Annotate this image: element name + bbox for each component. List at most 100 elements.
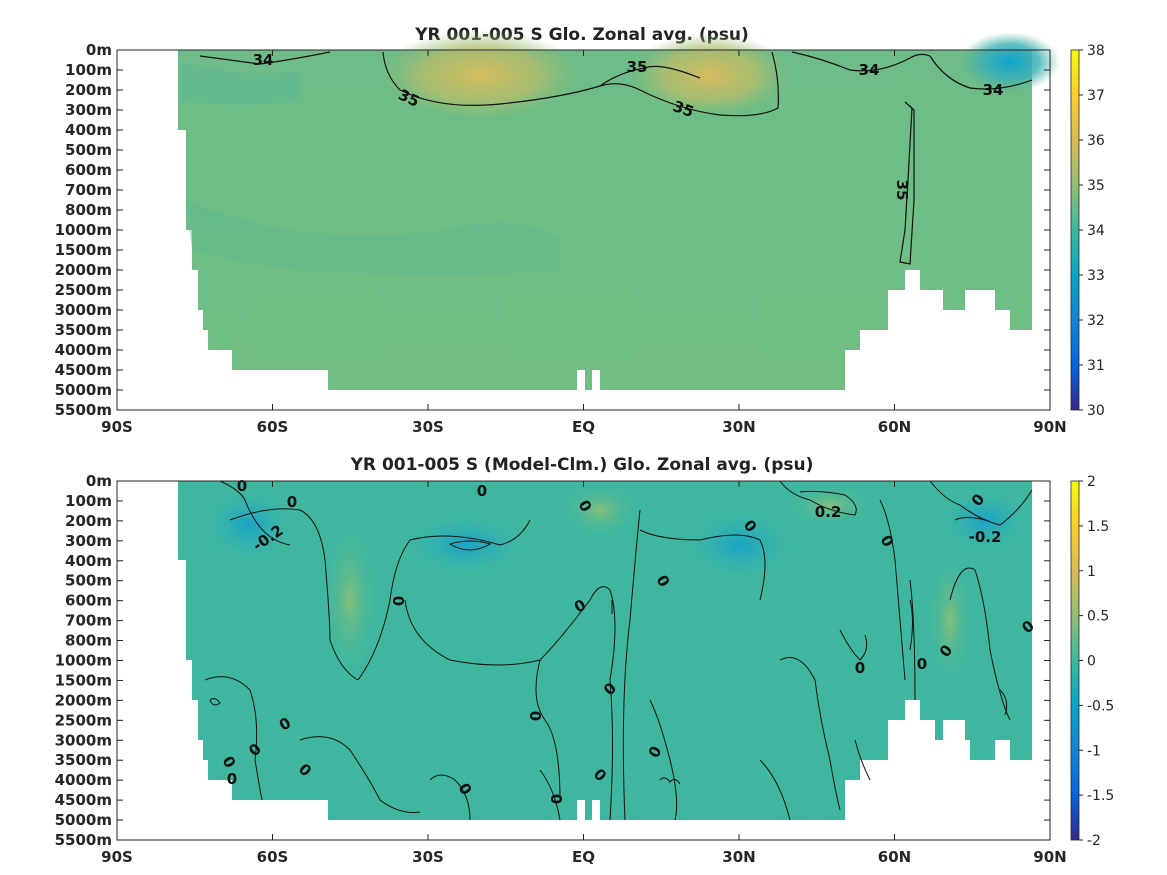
y-tick-label: 600m <box>65 161 112 179</box>
bottom-contours <box>204 480 1033 821</box>
y-tick-label: 4000m <box>55 341 112 359</box>
y-tick-label: 100m <box>65 61 112 79</box>
top-contours <box>199 51 1033 265</box>
x-tick-label: EQ <box>572 848 595 866</box>
y-tick-label: 1000m <box>55 652 112 670</box>
y-tick-label: 5500m <box>55 401 112 419</box>
y-tick-label: 3000m <box>55 301 112 319</box>
colorbar-tick-label: 38 <box>1087 43 1105 59</box>
x-tick-label: 30N <box>722 418 755 436</box>
colorbar-tick-label: -1 <box>1087 743 1101 759</box>
y-tick-label: 200m <box>65 512 112 530</box>
colorbar-tick-label: -0.5 <box>1087 698 1114 714</box>
top-salinity-field <box>178 30 1060 390</box>
contour-label: 0 <box>389 596 407 606</box>
y-tick-label: 3000m <box>55 731 112 749</box>
contour-label: 0 <box>237 477 247 495</box>
y-tick-label: 0m <box>86 41 112 59</box>
y-tick-label: 700m <box>65 612 112 630</box>
colorbar-tick-label: -2 <box>1087 833 1101 849</box>
contour-label: 0 <box>547 794 565 804</box>
y-tick-label: 400m <box>65 552 112 570</box>
colorbar-tick-label: 36 <box>1087 133 1105 149</box>
y-tick-label: 2000m <box>55 261 112 279</box>
contour-label: -0.2 <box>969 528 1002 546</box>
bottom-y-axis: 0m 100m 200m 300m 400m 500m 600m 700m 800m 1000m1… <box>55 472 1050 849</box>
y-tick-label: 600m <box>65 592 112 610</box>
bottom-colorbar <box>1070 480 1080 841</box>
x-tick-label: 30S <box>412 418 444 436</box>
colorbar-tick-label: 0 <box>1087 654 1096 670</box>
contour-label: 0.2 <box>815 503 842 521</box>
y-tick-label: 4500m <box>55 791 112 809</box>
x-tick-label: 30N <box>722 848 755 866</box>
y-tick-label: 2500m <box>55 711 112 729</box>
x-tick-label: 60S <box>257 418 289 436</box>
y-tick-label: 3500m <box>55 321 112 339</box>
bottom-colorbar-ticks: -2 -1.5 -1 -0.5 0 0.5 1 1.5 2 <box>1079 474 1114 849</box>
y-tick-label: 800m <box>65 201 112 219</box>
contour-label: 0 <box>917 655 927 673</box>
bottom-chart-title: YR 001-005 S (Model-Clm.) Glo. Zonal avg… <box>350 455 814 475</box>
x-tick-label: 90N <box>1033 418 1066 436</box>
top-panel: YR 001-005 S Glo. Zonal avg. (psu) 34 <box>55 25 1105 436</box>
contour-label: 35 <box>627 58 648 76</box>
colorbar-tick-label: -1.5 <box>1087 788 1114 804</box>
y-tick-label: 1500m <box>55 671 112 689</box>
y-tick-label: 700m <box>65 181 112 199</box>
y-tick-label: 100m <box>65 492 112 510</box>
x-tick-label: 60N <box>878 848 911 866</box>
contour-label: 0 <box>287 493 297 511</box>
bottom-anomaly-field <box>178 481 1032 820</box>
y-tick-label: 0m <box>86 472 112 490</box>
contour-label: 34 <box>983 81 1004 99</box>
colorbar-tick-label: 1.5 <box>1087 519 1109 535</box>
colorbar-tick-label: 35 <box>1087 178 1105 194</box>
contour-label: 0 <box>855 659 865 677</box>
colorbar-tick-label: 37 <box>1087 88 1105 104</box>
x-tick-label: 90N <box>1033 848 1066 866</box>
y-tick-label: 300m <box>65 532 112 550</box>
x-tick-label: 30S <box>412 848 444 866</box>
bottom-x-axis: 90S 60S 30S EQ 30N 60N 90N <box>101 481 1067 866</box>
y-tick-label: 4000m <box>55 771 112 789</box>
x-tick-label: 60S <box>257 848 289 866</box>
y-tick-label: 200m <box>65 81 112 99</box>
colorbar-tick-label: 33 <box>1087 268 1105 284</box>
colorbar-tick-label: 30 <box>1087 403 1105 419</box>
y-tick-label: 3500m <box>55 751 112 769</box>
colorbar-tick-label: 31 <box>1087 358 1105 374</box>
y-tick-label: 300m <box>65 101 112 119</box>
x-tick-label: EQ <box>572 418 595 436</box>
bottom-panel: YR 001-005 S (Model-Clm.) Glo. Zonal avg… <box>55 455 1115 866</box>
x-tick-label: 60N <box>878 418 911 436</box>
contour-label: 34 <box>859 61 880 79</box>
x-tick-label: 90S <box>101 848 133 866</box>
y-tick-label: 5000m <box>55 381 112 399</box>
y-tick-label: 5500m <box>55 831 112 849</box>
colorbar-tick-label: 1 <box>1087 564 1096 580</box>
y-tick-label: 4500m <box>55 361 112 379</box>
contour-label: 0 <box>477 482 487 500</box>
y-tick-label: 2000m <box>55 691 112 709</box>
top-x-axis: 90S 60S 30S EQ 30N 60N 90N <box>101 50 1067 436</box>
top-y-axis: 0m 100m 200m 300m 400m 500m 600m 700m 800m 1000m 1… <box>55 41 1050 419</box>
top-colorbar <box>1070 49 1080 411</box>
y-tick-label: 1000m <box>55 221 112 239</box>
contour-label: 0 <box>526 711 544 721</box>
x-tick-label: 90S <box>101 418 133 436</box>
colorbar-tick-label: 2 <box>1087 474 1096 490</box>
contour-label: 35 <box>893 180 911 201</box>
contour-label: 0 <box>227 770 237 788</box>
contour-label: 34 <box>253 51 274 69</box>
colorbar-tick-label: 0.5 <box>1087 609 1109 625</box>
y-tick-label: 2500m <box>55 281 112 299</box>
y-tick-label: 500m <box>65 572 112 590</box>
colorbar-tick-label: 32 <box>1087 313 1105 329</box>
colorbar-tick-label: 34 <box>1087 223 1105 239</box>
y-tick-label: 500m <box>65 141 112 159</box>
y-tick-label: 5000m <box>55 811 112 829</box>
y-tick-label: 1500m <box>55 241 112 259</box>
y-tick-label: 800m <box>65 632 112 650</box>
